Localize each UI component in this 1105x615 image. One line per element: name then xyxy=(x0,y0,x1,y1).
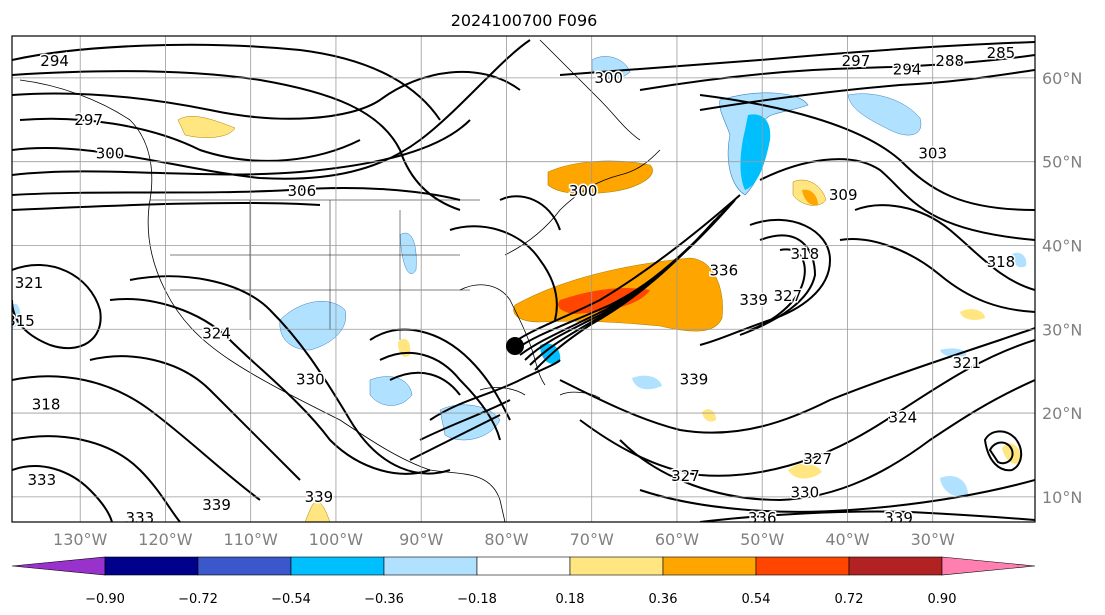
longitude-label: 110°W xyxy=(224,530,279,549)
longitude-label: 80°W xyxy=(484,530,528,549)
contour-label: 309 xyxy=(829,186,858,204)
contour-label: 339 xyxy=(680,371,709,389)
contour-label: 300 xyxy=(96,144,125,162)
contour-label: 327 xyxy=(773,287,802,305)
contour-label: 339 xyxy=(202,496,231,514)
contour-label: 324 xyxy=(889,408,918,426)
contour-label: 336 xyxy=(710,262,739,280)
contour-label: 321 xyxy=(952,354,981,372)
contour-label: 318 xyxy=(791,245,820,263)
contour-label: 321 xyxy=(15,274,44,292)
coastlines xyxy=(19,39,661,522)
contour-label: 327 xyxy=(803,450,832,468)
state-borders xyxy=(150,199,480,340)
contour-labels: 294 297 300 306 300 285 288 294 297 303 309 300 318 3… xyxy=(6,42,1017,527)
contour-label: 300 xyxy=(594,69,623,87)
contour-label: 303 xyxy=(918,144,947,162)
latitude-label: 50°N xyxy=(1042,153,1082,172)
shaded-positive-anomalies xyxy=(177,116,1022,522)
lat-lon-grid xyxy=(12,36,1035,522)
contour-label: 294 xyxy=(40,52,69,70)
contour-label: 327 xyxy=(671,467,700,485)
contour-label: 339 xyxy=(739,291,768,309)
contour-label: 285 xyxy=(987,44,1016,62)
contour-label: 306 xyxy=(288,182,317,200)
map-background xyxy=(12,36,1035,522)
contour-label: 339 xyxy=(884,509,913,527)
longitude-label: 50°W xyxy=(740,530,784,549)
figure-title: 2024100700 F096 xyxy=(451,11,598,30)
latitude-label: 10°N xyxy=(1042,488,1082,507)
contour-label: 297 xyxy=(842,52,871,70)
contour-label: 324 xyxy=(202,324,231,342)
storm-position-marker xyxy=(505,337,524,356)
contour-label: 297 xyxy=(74,111,103,129)
contour-label: 333 xyxy=(28,471,57,489)
theta-contours xyxy=(12,39,1035,522)
contour-label: 330 xyxy=(791,484,820,502)
contour-label: 318 xyxy=(987,253,1016,271)
contour-label: 330 xyxy=(296,371,325,389)
longitude-label: 40°W xyxy=(825,530,869,549)
latitude-label: 60°N xyxy=(1042,69,1082,88)
contour-label: 288 xyxy=(935,52,964,70)
longitude-label: 30°W xyxy=(911,530,955,549)
longitude-label: 90°W xyxy=(399,530,443,549)
map-frame xyxy=(11,35,1036,523)
contour-label: 315 xyxy=(6,312,35,330)
longitude-labels: 130°W 120°W 110°W 100°W 90°W 80°W 70°W 60°W 50°W… xyxy=(53,530,955,549)
latitude-label: 30°N xyxy=(1042,320,1082,339)
contour-label: 336 xyxy=(748,509,777,527)
map-content: 294 297 300 306 300 285 288 294 297 303 309 300 318 3… xyxy=(6,36,1035,527)
longitude-label: 120°W xyxy=(138,530,193,549)
contour-label: 339 xyxy=(305,488,334,506)
contour-label: 294 xyxy=(893,61,922,79)
shaded-negative-anomalies xyxy=(12,56,1027,497)
longitude-label: 70°W xyxy=(570,530,614,549)
longitude-label: 100°W xyxy=(309,530,364,549)
contour-label: 333 xyxy=(126,509,155,527)
contour-label: 300 xyxy=(569,182,598,200)
contour-label: 318 xyxy=(32,396,61,414)
latitude-label: 20°N xyxy=(1042,404,1082,423)
latitude-labels: 10°N 20°N 30°N 40°N 50°N 60°N xyxy=(1042,69,1082,507)
latitude-label: 40°N xyxy=(1042,236,1082,255)
longitude-label: 60°W xyxy=(655,530,699,549)
longitude-label: 130°W xyxy=(53,530,108,549)
